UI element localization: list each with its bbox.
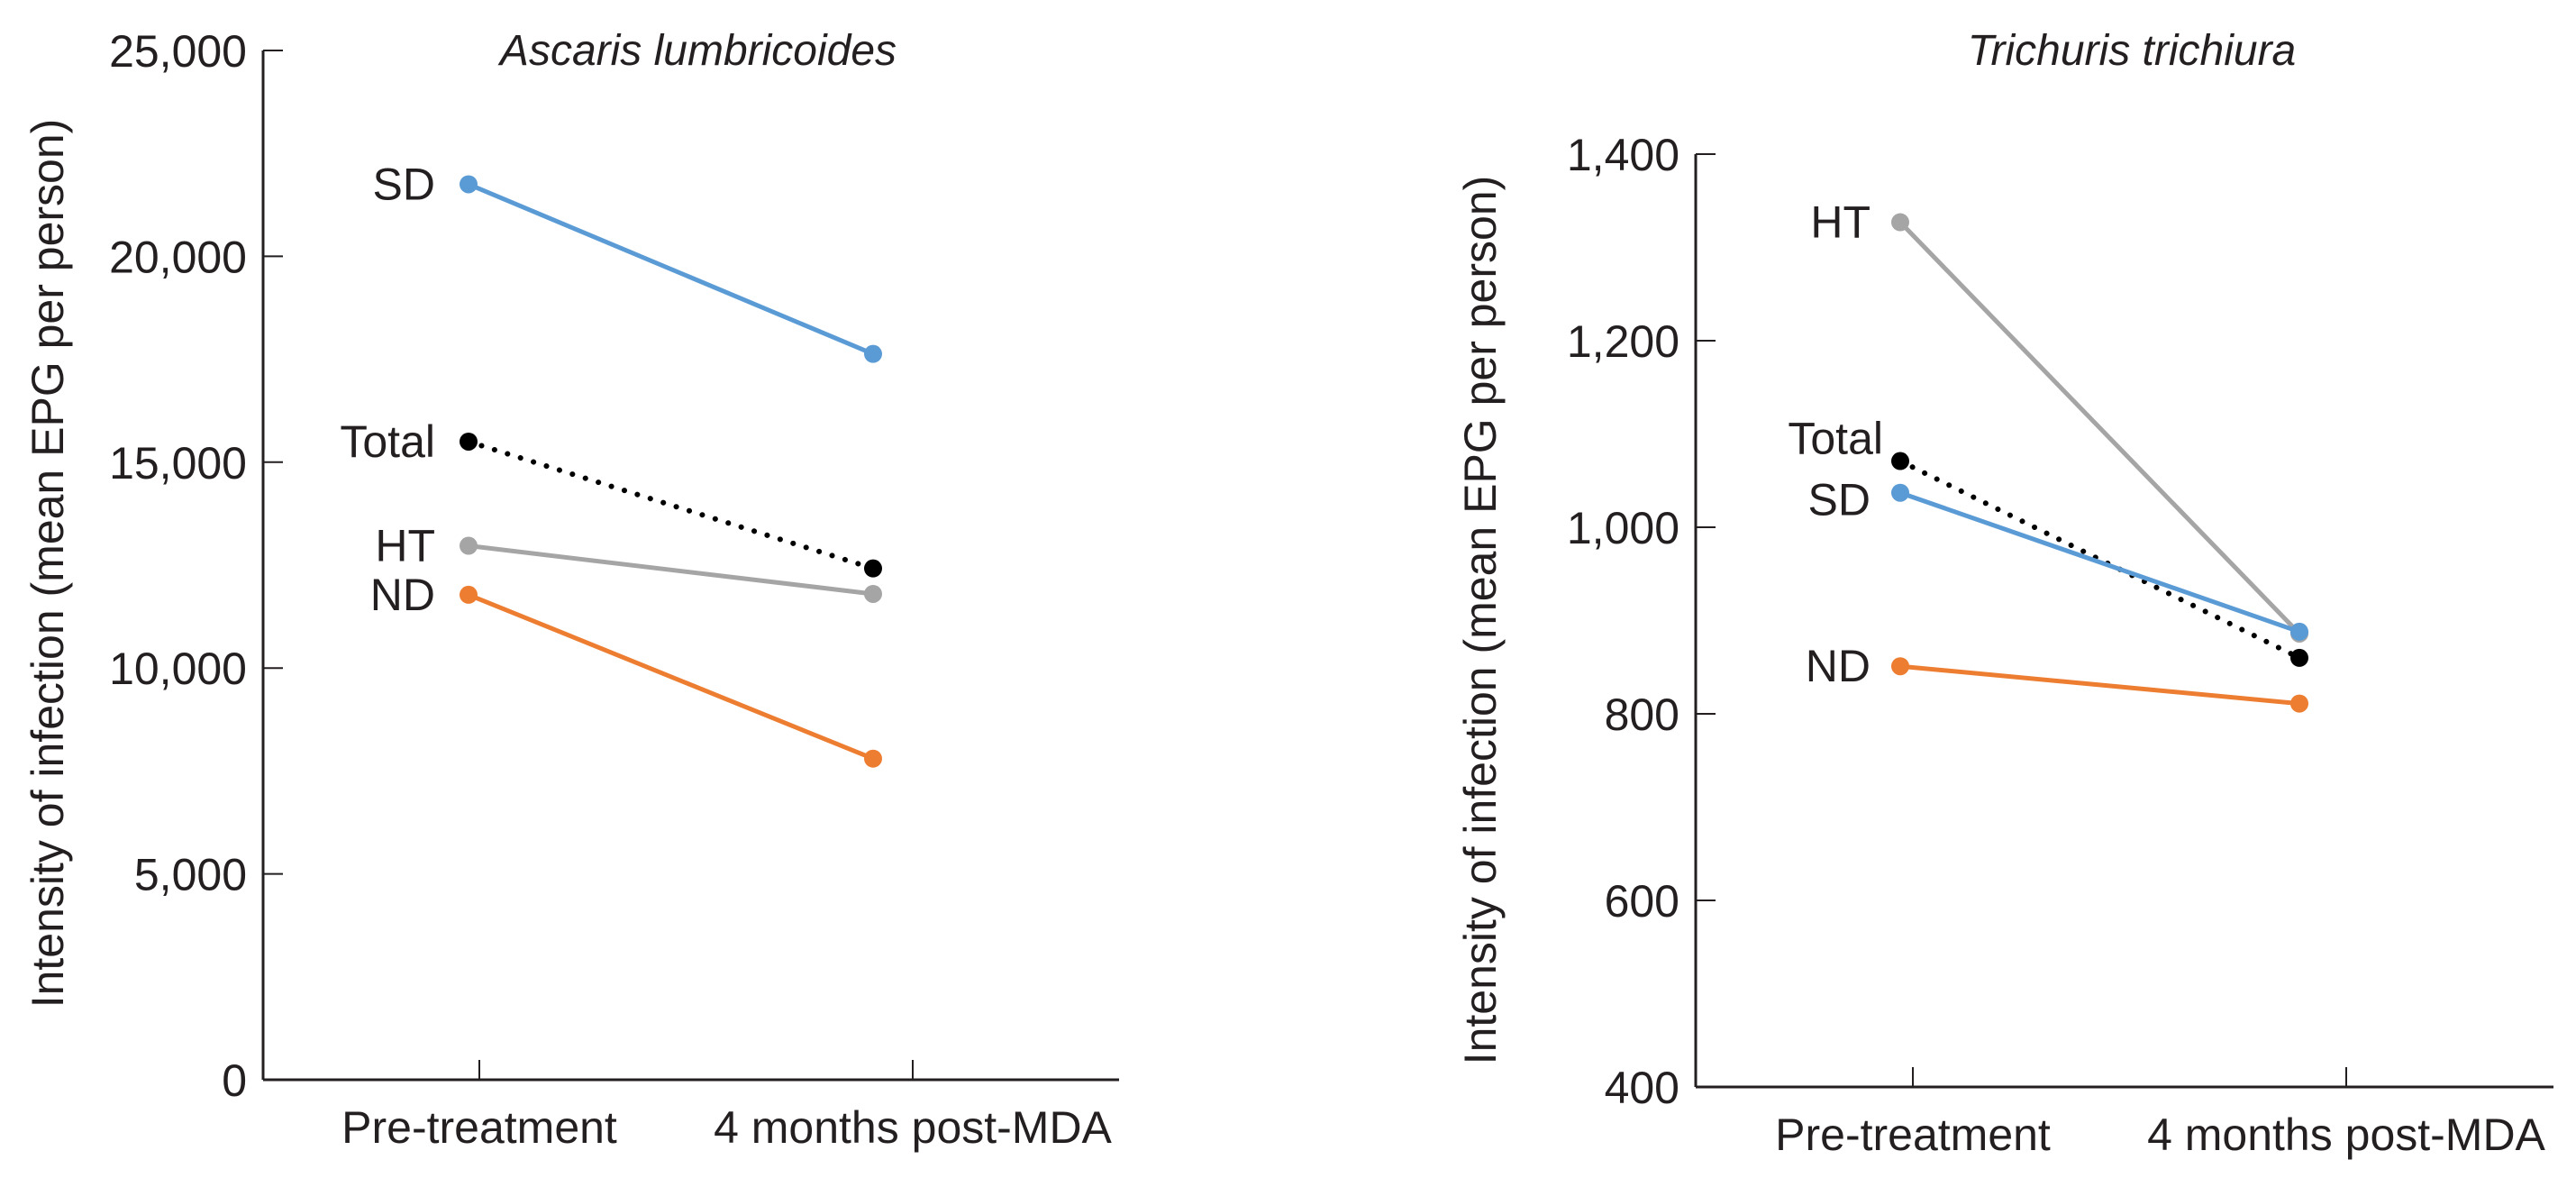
series-line <box>466 543 876 597</box>
y-tick-label: 15,000 <box>109 438 247 489</box>
y-tick-label: 1,200 <box>1567 316 1679 367</box>
series-label: ND <box>1806 641 1871 691</box>
series-line <box>466 181 876 357</box>
data-point <box>460 536 478 555</box>
series-sd: SD <box>373 159 882 363</box>
series-label: HT <box>1810 197 1871 248</box>
series-sd: SD <box>1808 475 2308 641</box>
series-line <box>1898 663 2302 707</box>
data-point <box>2290 648 2308 667</box>
y-tick-label: 5,000 <box>134 850 247 900</box>
data-point <box>460 175 478 194</box>
chart-title: Trichuris trichiura <box>1968 27 2297 75</box>
series-nd: ND <box>370 570 882 768</box>
y-axis-label: Intensity of infection (mean EPG per per… <box>1455 176 1506 1065</box>
series-nd: ND <box>1806 641 2308 713</box>
series-ht: HT <box>375 521 882 603</box>
y-tick-label: 0 <box>222 1055 247 1106</box>
y-tick-label: 800 <box>1605 689 1679 740</box>
x-tick-label: 4 months post-MDA <box>2147 1110 2545 1160</box>
data-point <box>1891 657 1909 676</box>
data-point <box>2290 694 2308 713</box>
chart-panel-1: Trichuris trichiura Intensity of infectio… <box>1455 27 2553 1160</box>
y-tick-label: 20,000 <box>109 232 247 282</box>
series-label: Total <box>1788 414 1883 464</box>
data-point <box>2290 622 2308 641</box>
series-total: Total <box>1788 414 2308 667</box>
data-point <box>864 344 882 363</box>
series-line <box>1898 458 2302 661</box>
data-point <box>460 585 478 604</box>
data-point <box>864 559 882 578</box>
y-tick-label: 1,000 <box>1567 503 1679 553</box>
x-tick-label: Pre-treatment <box>341 1102 617 1153</box>
chart-panel-0: Ascaris lumbricoides Intensity of infecti… <box>23 26 1119 1153</box>
y-tick-label: 25,000 <box>109 26 247 77</box>
data-point <box>1891 452 1909 470</box>
series-line <box>466 438 876 571</box>
series-label: HT <box>375 521 435 571</box>
series-label: ND <box>370 570 435 620</box>
data-point <box>460 432 478 451</box>
series-label: SD <box>1808 475 1871 525</box>
y-tick-label: 400 <box>1605 1063 1679 1113</box>
x-tick-label: 4 months post-MDA <box>714 1102 1112 1153</box>
data-point <box>864 749 882 768</box>
y-axis-label: Intensity of infection (mean EPG per per… <box>23 119 73 1009</box>
y-tick-label: 10,000 <box>109 644 247 694</box>
x-tick-label: Pre-treatment <box>1775 1110 2051 1160</box>
y-tick-label: 600 <box>1605 876 1679 927</box>
chart-title: Ascaris lumbricoides <box>497 27 897 75</box>
data-point <box>1891 213 1909 232</box>
series-ht: HT <box>1810 197 2308 643</box>
data-point <box>864 584 882 603</box>
y-tick-label: 1,400 <box>1567 130 1679 180</box>
series-total: Total <box>340 416 882 578</box>
data-point <box>1891 483 1909 502</box>
series-line <box>466 592 876 762</box>
series-label: SD <box>373 159 435 209</box>
series-line <box>1898 490 2302 635</box>
series-label: Total <box>340 416 435 467</box>
series-line <box>1898 220 2302 636</box>
